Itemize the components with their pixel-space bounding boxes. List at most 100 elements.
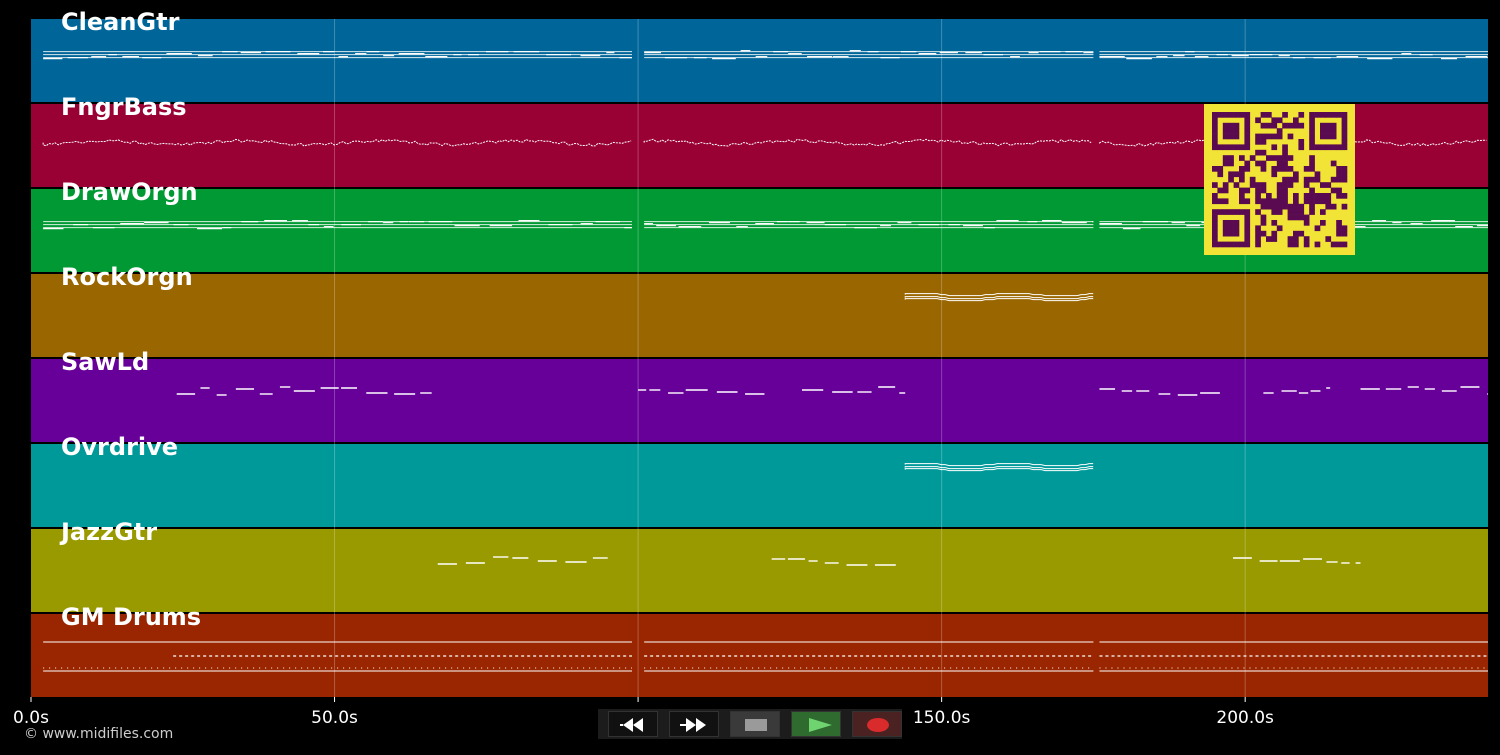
qr-module (1228, 220, 1234, 226)
qr-module (1212, 144, 1218, 151)
qr-module (1228, 225, 1234, 232)
qr-module (1287, 122, 1294, 129)
qr-module (1244, 209, 1251, 215)
qr-module (1222, 225, 1229, 232)
qr-module (1341, 230, 1348, 237)
qr-module (1309, 166, 1315, 172)
qr-module (1271, 220, 1278, 226)
track-notes-3 (904, 293, 1094, 302)
qr-module (1303, 214, 1310, 221)
track-lane-4[interactable] (31, 359, 1488, 442)
qr-module (1325, 182, 1332, 188)
track-label-2: DrawOrgn (61, 178, 198, 206)
qr-module (1260, 139, 1267, 145)
qr-module (1282, 160, 1288, 167)
qr-module (1336, 176, 1342, 183)
qr-module (1309, 128, 1315, 134)
qr-module (1336, 171, 1342, 178)
qr-module (1341, 139, 1348, 145)
qr-module (1336, 230, 1342, 237)
qr-module (1341, 122, 1348, 129)
qr-module (1282, 149, 1288, 156)
qr-module (1255, 193, 1261, 199)
qr-module (1212, 193, 1218, 199)
transport-controls (598, 709, 902, 739)
qr-module (1330, 122, 1337, 129)
qr-module (1282, 198, 1288, 205)
qr-module (1255, 236, 1261, 242)
qr-module (1217, 144, 1224, 151)
track-label-1: FngrBass (61, 93, 187, 121)
qr-module (1330, 112, 1337, 118)
qr-module (1228, 112, 1234, 118)
x-tick-label-0: 0.0s (13, 708, 49, 728)
qr-module (1212, 128, 1218, 134)
qr-module (1330, 176, 1337, 183)
qr-module (1239, 112, 1245, 118)
track-lane-5[interactable] (31, 444, 1488, 527)
record-icon (867, 718, 889, 732)
qr-module (1239, 187, 1245, 194)
qr-module (1222, 160, 1229, 167)
qr-module (1336, 166, 1342, 172)
fast-forward-button[interactable] (669, 711, 719, 737)
qr-module (1325, 112, 1332, 118)
fast-forward-icon (680, 718, 706, 732)
qr-module (1228, 176, 1234, 183)
note-line-1-1 (643, 138, 1092, 147)
qr-module (1309, 193, 1315, 199)
qr-module (1260, 160, 1267, 167)
qr-module (1309, 155, 1315, 161)
qr-module (1233, 182, 1240, 188)
qr-module (1244, 144, 1251, 151)
qr-module (1276, 203, 1283, 210)
qr-module (1320, 220, 1326, 226)
qr-module (1341, 241, 1348, 248)
qr-code[interactable] (1204, 104, 1355, 255)
qr-module (1217, 209, 1224, 215)
record-button[interactable] (852, 711, 902, 737)
qr-module (1325, 133, 1332, 140)
track-notes-4 (176, 386, 1488, 396)
qr-module (1287, 214, 1294, 221)
track-label-0: CleanGtr (61, 8, 180, 36)
qr-module (1341, 112, 1348, 118)
qr-module (1266, 198, 1272, 205)
qr-module (1233, 225, 1240, 232)
qr-module (1260, 112, 1267, 118)
rewind-button[interactable] (608, 711, 658, 737)
qr-module (1233, 220, 1240, 226)
qr-module (1233, 128, 1240, 134)
qr-module (1217, 241, 1224, 248)
qr-module (1260, 182, 1267, 188)
track-lane-6[interactable] (31, 529, 1488, 612)
qr-module (1314, 171, 1321, 178)
qr-module (1293, 193, 1299, 199)
qr-module (1212, 225, 1218, 232)
qr-module (1309, 187, 1315, 194)
qr-module (1303, 176, 1310, 183)
qr-module (1212, 198, 1218, 205)
qr-module (1249, 155, 1256, 161)
qr-module (1271, 133, 1278, 140)
qr-module (1222, 198, 1229, 205)
qr-module (1212, 241, 1218, 248)
play-button[interactable] (791, 711, 841, 737)
qr-module (1341, 128, 1348, 134)
qr-module (1309, 139, 1315, 145)
stop-button[interactable] (730, 711, 780, 737)
track-lane-3[interactable] (31, 274, 1488, 357)
qr-module (1244, 117, 1251, 124)
qr-module (1320, 128, 1326, 134)
track-lane-0[interactable] (31, 19, 1488, 102)
qr-module (1212, 117, 1218, 124)
qr-module (1212, 220, 1218, 226)
qr-module (1330, 187, 1337, 194)
qr-module (1212, 230, 1218, 237)
qr-module (1266, 193, 1272, 199)
qr-module (1260, 198, 1267, 205)
qr-module (1282, 144, 1288, 151)
qr-module (1222, 182, 1229, 188)
qr-module (1244, 230, 1251, 237)
qr-module (1222, 220, 1229, 226)
